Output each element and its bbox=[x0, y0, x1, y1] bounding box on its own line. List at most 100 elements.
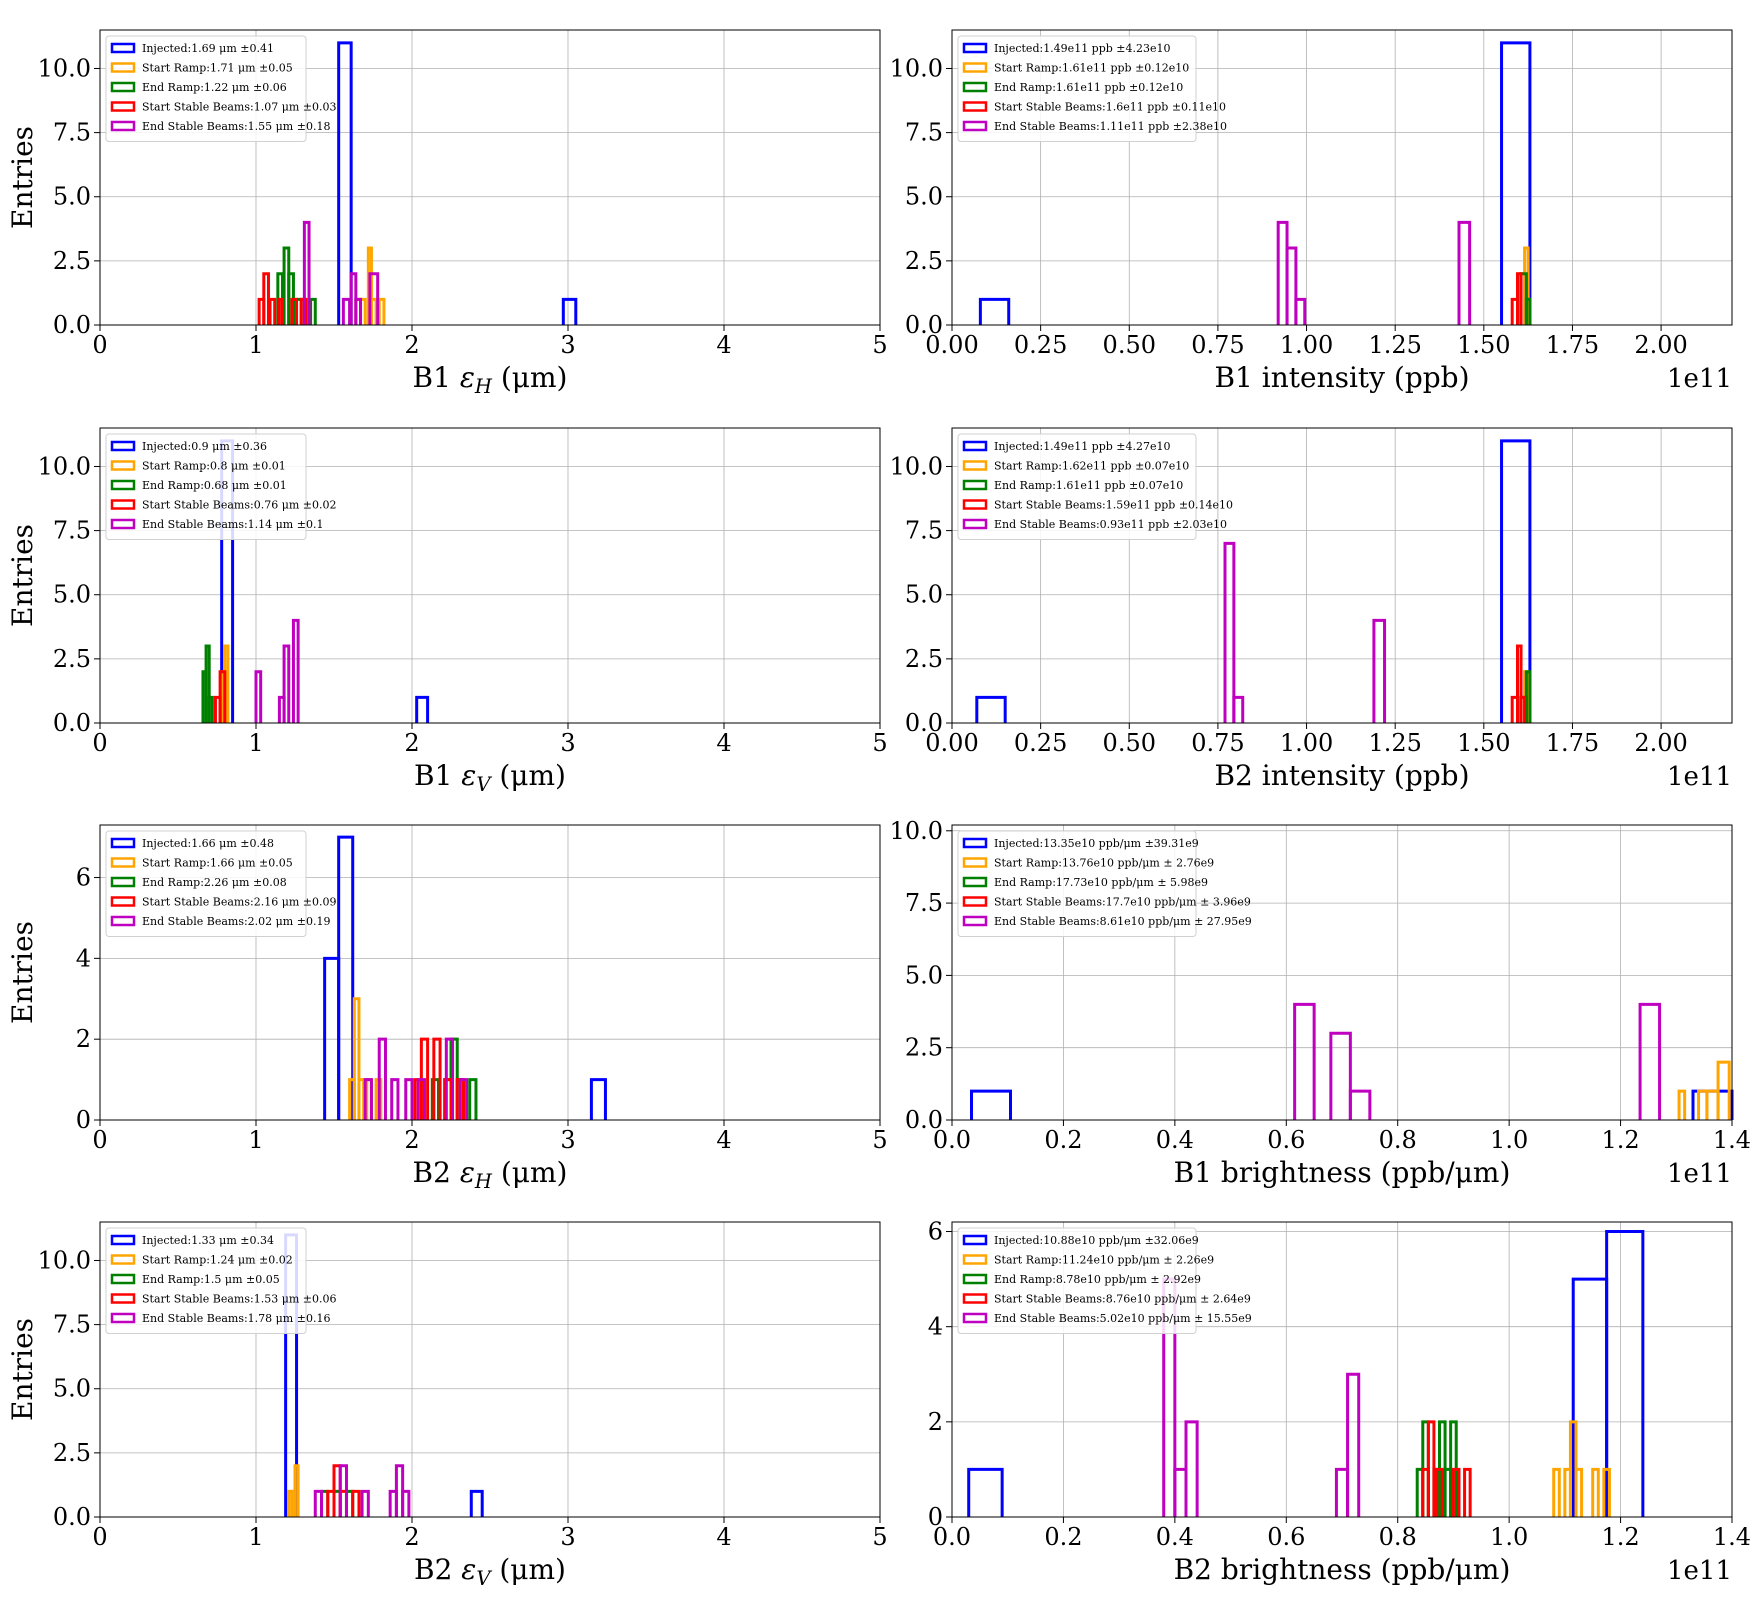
chart-panel-3: 0 1 2 3 4 5 0.0 2.5 5.0 7.5 10.0 B1 εV (μm) Entries I… bbox=[6, 427, 888, 796]
legend-swatch bbox=[110, 518, 136, 530]
legend-entry: Start Stable Beams:1.59e11 ppb ±0.14e10 bbox=[994, 499, 1233, 512]
legend-swatch bbox=[110, 62, 136, 73]
histogram-bar bbox=[1523, 246, 1530, 325]
x-tick-label: 0.2 bbox=[1044, 1523, 1082, 1551]
legend-entry: Start Stable Beams:0.76 μm ±0.02 bbox=[142, 499, 336, 512]
y-axis-label: Entries bbox=[6, 524, 39, 627]
legend-entry: End Stable Beams:2.02 μm ±0.19 bbox=[142, 915, 330, 928]
legend: Injected:1.33 μm ±0.34 Start Ramp:1.24 μm… bbox=[105, 1227, 336, 1334]
legend: Injected:13.35e10 ppb/μm ±39.31e9 Start R… bbox=[957, 830, 1252, 937]
histogram-bar bbox=[469, 1489, 484, 1517]
legend-swatch bbox=[962, 876, 988, 888]
histogram-bar bbox=[415, 695, 430, 723]
x-tick-label: 4 bbox=[716, 729, 731, 757]
legend-swatch bbox=[962, 915, 988, 927]
histogram-bar bbox=[354, 297, 363, 325]
histogram-bar bbox=[430, 1078, 441, 1120]
y-tick-label: 0 bbox=[76, 1106, 91, 1134]
x-tick-label: 0.0 bbox=[933, 1523, 971, 1551]
legend-swatch bbox=[962, 857, 988, 868]
histogram-bar bbox=[416, 1078, 426, 1120]
histogram-bar bbox=[268, 297, 277, 325]
legend-swatch bbox=[110, 1293, 136, 1304]
y-tick-label: 2 bbox=[928, 1408, 943, 1436]
histogram-bar bbox=[366, 246, 373, 325]
y-axis-label: Entries bbox=[6, 126, 39, 229]
legend-swatch bbox=[962, 499, 988, 510]
legend-swatch bbox=[962, 81, 988, 93]
histogram-bar bbox=[338, 1464, 348, 1517]
y-tick-label: 0.0 bbox=[53, 1503, 91, 1531]
histogram-bar bbox=[1285, 246, 1298, 325]
y-tick-label: 10.0 bbox=[890, 817, 943, 845]
legend-swatch bbox=[110, 42, 136, 54]
chart-panel-7: 0 1 2 3 4 5 0.0 2.5 5.0 7.5 10.0 B2 εV (μm) Entries I… bbox=[6, 1221, 888, 1590]
x-tick-label: 2 bbox=[404, 331, 419, 359]
y-tick-label: 0.0 bbox=[53, 311, 91, 339]
y-tick-label: 5.0 bbox=[905, 961, 943, 989]
x-tick-label: 4 bbox=[716, 1523, 731, 1551]
legend-swatch bbox=[962, 518, 988, 530]
histogram-bar bbox=[1574, 1467, 1584, 1517]
legend-entry: End Stable Beams:1.78 μm ±0.16 bbox=[142, 1312, 330, 1325]
y-tick-label: 6 bbox=[928, 1218, 943, 1246]
legend-entry: Start Stable Beams:8.76e10 ppb/μm ± 2.64… bbox=[994, 1293, 1251, 1306]
histogram-bar bbox=[1500, 41, 1532, 325]
axis-offset-label: 1e11 bbox=[1667, 1159, 1732, 1189]
histogram-bar bbox=[1294, 297, 1307, 325]
y-tick-label: 2 bbox=[76, 1025, 91, 1053]
y-tick-label: 0.0 bbox=[905, 709, 943, 737]
histogram-bar bbox=[1457, 220, 1472, 325]
histogram-bar bbox=[1516, 644, 1523, 723]
y-tick-label: 0.0 bbox=[53, 709, 91, 737]
histogram-bar bbox=[337, 835, 355, 1120]
axes-frame bbox=[951, 427, 1733, 724]
x-tick-label: 0 bbox=[92, 1523, 107, 1551]
histogram-bar bbox=[390, 1078, 400, 1120]
x-tick-label: 0.4 bbox=[1156, 1126, 1194, 1154]
x-tick-label: 0.75 bbox=[1191, 729, 1244, 757]
y-axis-label: Entries bbox=[6, 921, 39, 1024]
y-tick-label: 0.0 bbox=[905, 1106, 943, 1134]
legend-entry: Injected:1.69 μm ±0.41 bbox=[142, 42, 274, 55]
histogram-bar bbox=[468, 1078, 478, 1120]
x-tick-label: 0.75 bbox=[1191, 331, 1244, 359]
x-tick-label: 0.6 bbox=[1267, 1126, 1305, 1154]
histogram-bar bbox=[313, 1489, 324, 1517]
legend-swatch bbox=[110, 1273, 136, 1285]
y-tick-label: 7.5 bbox=[53, 1311, 91, 1339]
x-tick-label: 0.4 bbox=[1156, 1523, 1194, 1551]
legend-swatch bbox=[962, 120, 988, 132]
histogram-bar bbox=[1705, 1089, 1720, 1120]
histogram-bar bbox=[970, 1089, 1012, 1120]
legend-swatch bbox=[110, 1234, 136, 1246]
axis-offset-label: 1e11 bbox=[1667, 1556, 1732, 1586]
axes-frame bbox=[951, 1221, 1733, 1518]
x-tick-label: 1.4 bbox=[1713, 1126, 1751, 1154]
x-tick-label: 2 bbox=[404, 1523, 419, 1551]
legend-swatch bbox=[962, 1293, 988, 1304]
x-tick-label: 1.2 bbox=[1601, 1523, 1639, 1551]
legend-swatch bbox=[110, 81, 136, 93]
legend: Injected:10.88e10 ppb/μm ±32.06e9 Start R… bbox=[957, 1227, 1252, 1334]
histogram-bar bbox=[363, 1078, 373, 1120]
x-tick-label: 1.4 bbox=[1713, 1523, 1751, 1551]
y-tick-label: 2.5 bbox=[905, 247, 943, 275]
histogram-bar bbox=[975, 695, 1007, 723]
legend-entry: Injected:1.49e11 ppb ±4.23e10 bbox=[994, 42, 1171, 55]
histogram-bar bbox=[443, 1078, 453, 1120]
legend-entry: Start Ramp:1.62e11 ppb ±0.07e10 bbox=[994, 460, 1189, 473]
y-tick-label: 7.5 bbox=[905, 119, 943, 147]
y-tick-label: 10.0 bbox=[890, 452, 943, 480]
histogram-bar bbox=[1677, 1089, 1687, 1120]
histogram-bar bbox=[1716, 1060, 1731, 1120]
x-tick-label: 5 bbox=[872, 331, 887, 359]
x-tick-label: 0.25 bbox=[1014, 729, 1067, 757]
legend-swatch bbox=[962, 896, 988, 907]
legend-entry: Injected:1.49e11 ppb ±4.27e10 bbox=[994, 440, 1171, 453]
y-tick-label: 7.5 bbox=[905, 889, 943, 917]
legend-swatch bbox=[110, 1312, 136, 1324]
chart-panel-6: 0.0 0.2 0.4 0.6 0.8 1.0 1.2 1.4 0.0 2.5 5.0 7.5 10.0… bbox=[890, 817, 1752, 1189]
histogram-bar bbox=[1524, 670, 1532, 723]
legend: Injected:1.49e11 ppb ±4.27e10 Start Ramp:… bbox=[957, 433, 1233, 540]
